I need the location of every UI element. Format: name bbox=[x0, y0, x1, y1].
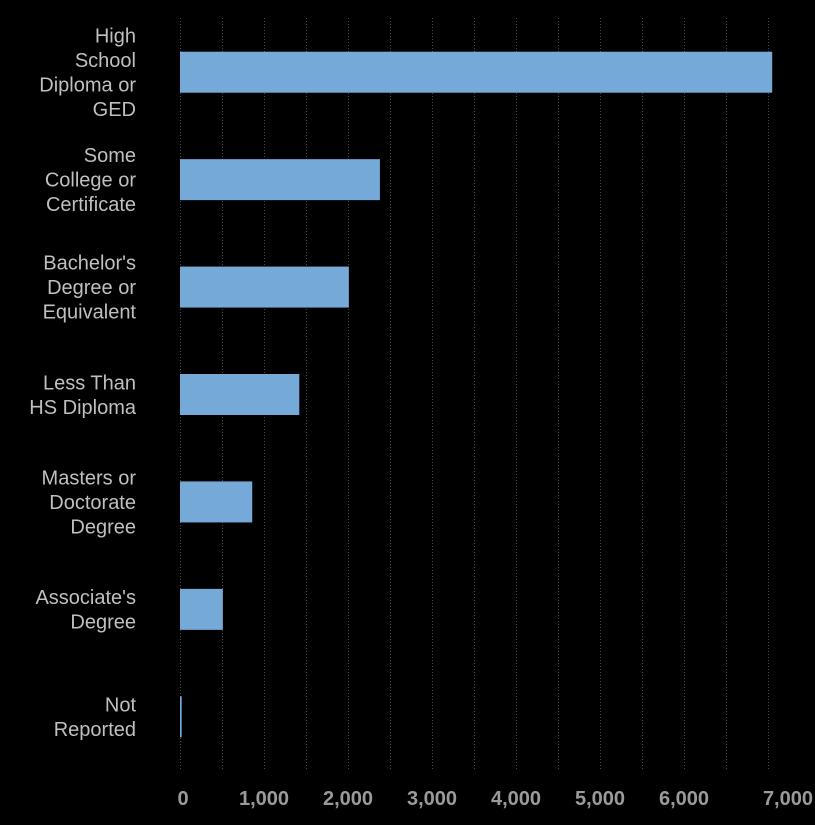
category-label: Less Than HS Diploma bbox=[29, 372, 137, 419]
bar bbox=[180, 588, 223, 630]
bars bbox=[180, 51, 773, 738]
bar bbox=[180, 266, 349, 308]
bar bbox=[180, 696, 182, 738]
x-axis-tick-labels: 0 1,000 2,000 3,000 4,000 5,000 6,000 7,000 bbox=[177, 788, 813, 810]
bar bbox=[180, 481, 253, 523]
category-labels: High School Diploma or GED Some College or Cer… bbox=[29, 25, 137, 741]
category-label: Not Reported bbox=[54, 695, 137, 742]
category-label: High School Diploma or GED bbox=[39, 25, 136, 121]
category-label: Masters or Doctorate Degree bbox=[42, 467, 137, 538]
category-label: Bachelor's Degree or Equivalent bbox=[43, 253, 137, 324]
x-tick-label: 3,000 bbox=[407, 788, 457, 810]
x-tick-label: 1,000 bbox=[239, 788, 289, 810]
bar bbox=[180, 159, 380, 201]
x-tick-label: 4,000 bbox=[491, 788, 541, 810]
x-tick-label: 6,000 bbox=[659, 788, 709, 810]
category-label: Associate's Degree bbox=[35, 587, 136, 634]
x-tick-label: 5,000 bbox=[575, 788, 625, 810]
x-tick-label: 2,000 bbox=[323, 788, 373, 810]
bar bbox=[180, 374, 300, 415]
category-label: Some College or Certificate bbox=[45, 145, 137, 216]
x-tick-label: 0 bbox=[177, 788, 188, 810]
bar bbox=[180, 51, 773, 93]
x-tick-label: 7,000 bbox=[763, 788, 813, 810]
